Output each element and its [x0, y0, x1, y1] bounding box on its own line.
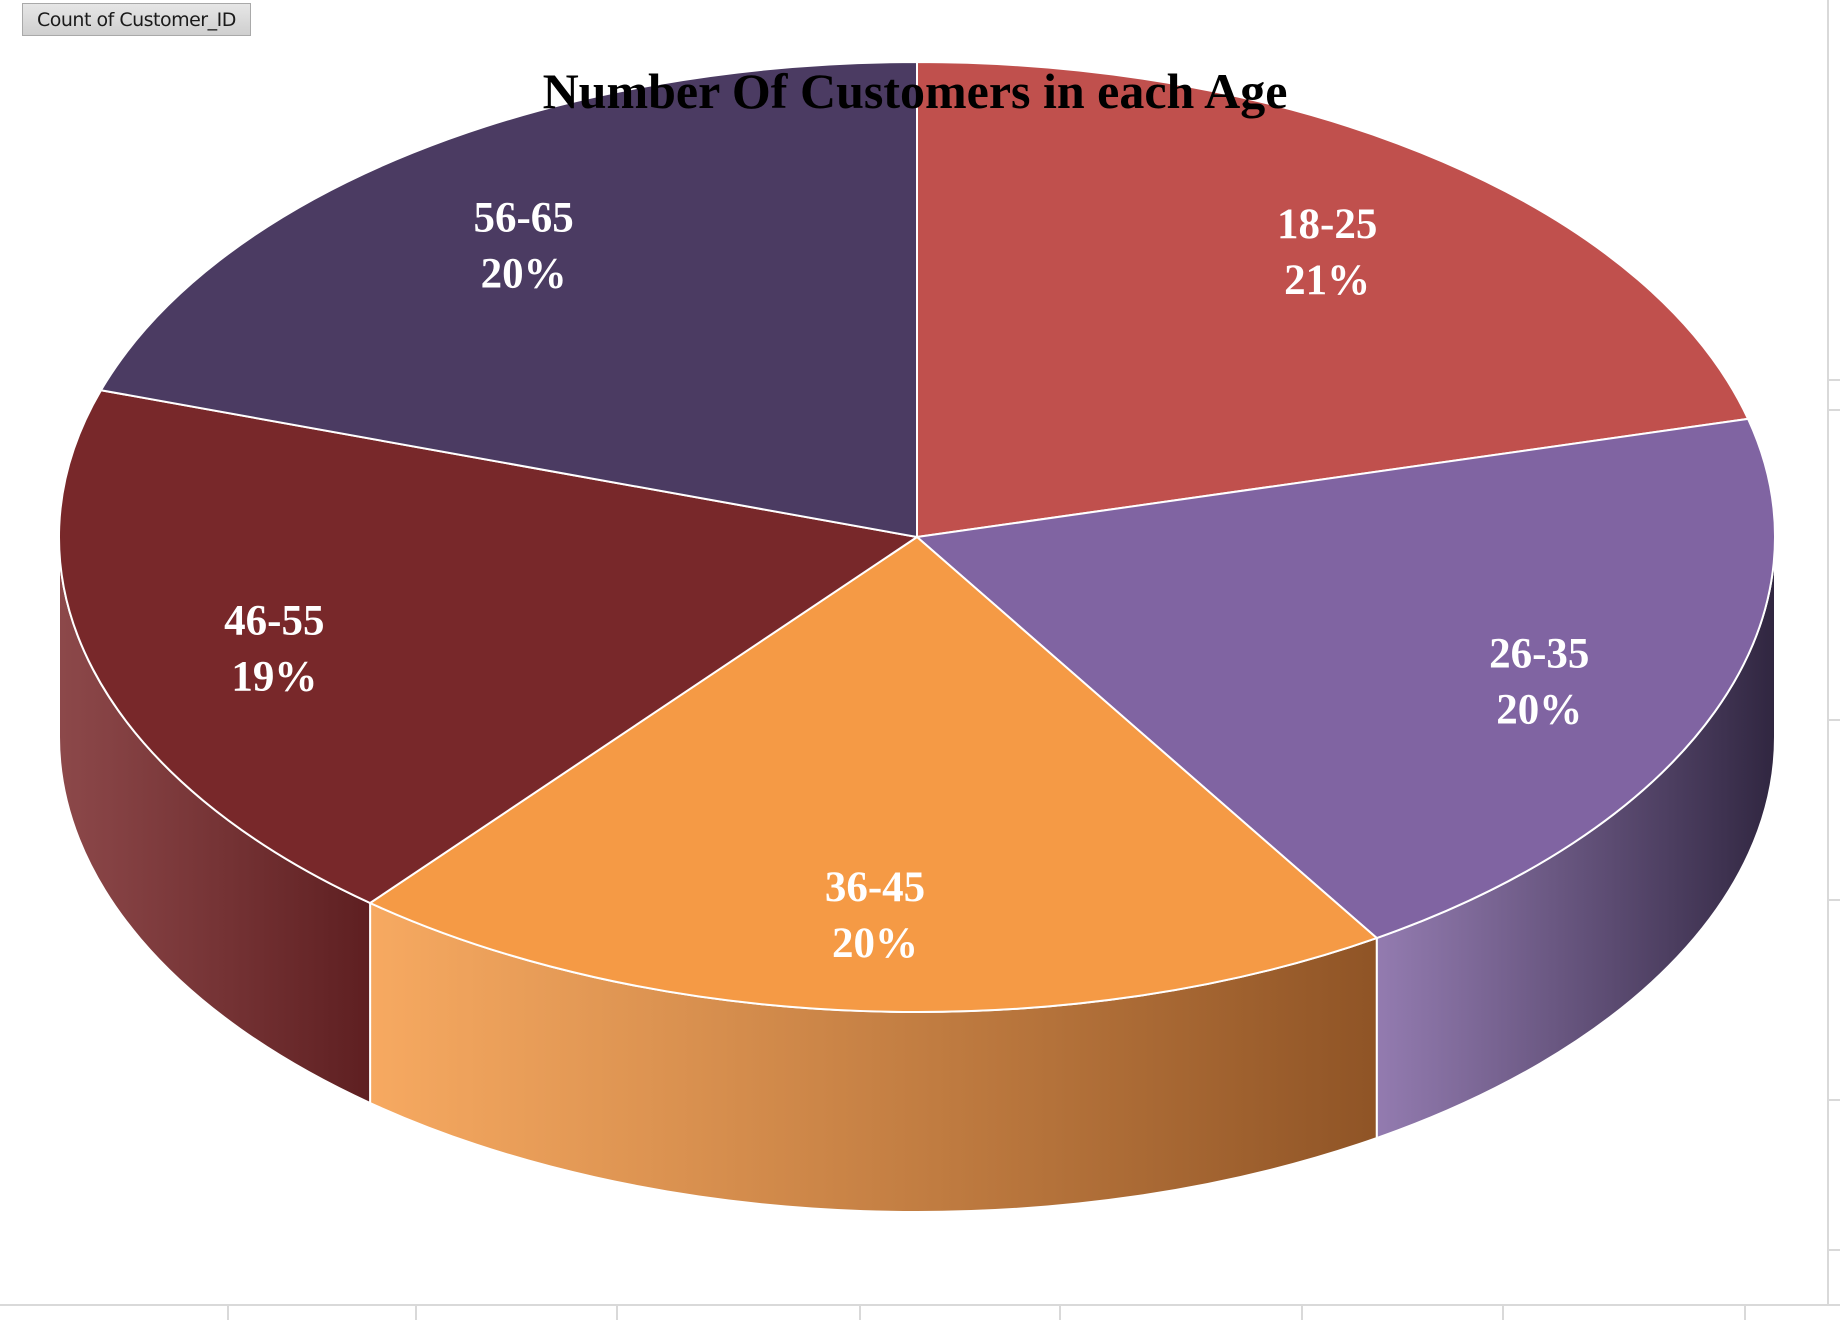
data-label-percent: 21%: [1284, 257, 1370, 304]
pie-slices: [58, 60, 1776, 1013]
data-label-category: 46-55: [224, 597, 324, 644]
pie-slice-36-45[interactable]: [368, 535, 1379, 1013]
chart-title: Number Of Customers in each Age: [542, 63, 1288, 119]
pie-slice-56-65[interactable]: [99, 60, 918, 539]
data-label-percent: 20%: [1496, 686, 1582, 733]
data-label-category: 26-35: [1489, 630, 1589, 677]
data-label-category: 56-65: [473, 194, 573, 241]
data-label-percent: 19%: [231, 653, 317, 700]
pie-slice-18-25[interactable]: [916, 60, 1750, 539]
data-label-percent: 20%: [832, 920, 918, 967]
pivot-field-button[interactable]: Count of Customer_ID: [22, 3, 251, 36]
pie-slice-26-35[interactable]: [914, 417, 1776, 940]
pie-slice-46-55[interactable]: [58, 389, 920, 905]
data-labels: 18-25 21% 26-35 20% 36-45 20% 46-55 19% 56-65 20%: [224, 194, 1589, 967]
data-label-category: 18-25: [1277, 201, 1377, 248]
data-label-percent: 20%: [481, 250, 567, 297]
data-label-category: 36-45: [825, 864, 925, 911]
